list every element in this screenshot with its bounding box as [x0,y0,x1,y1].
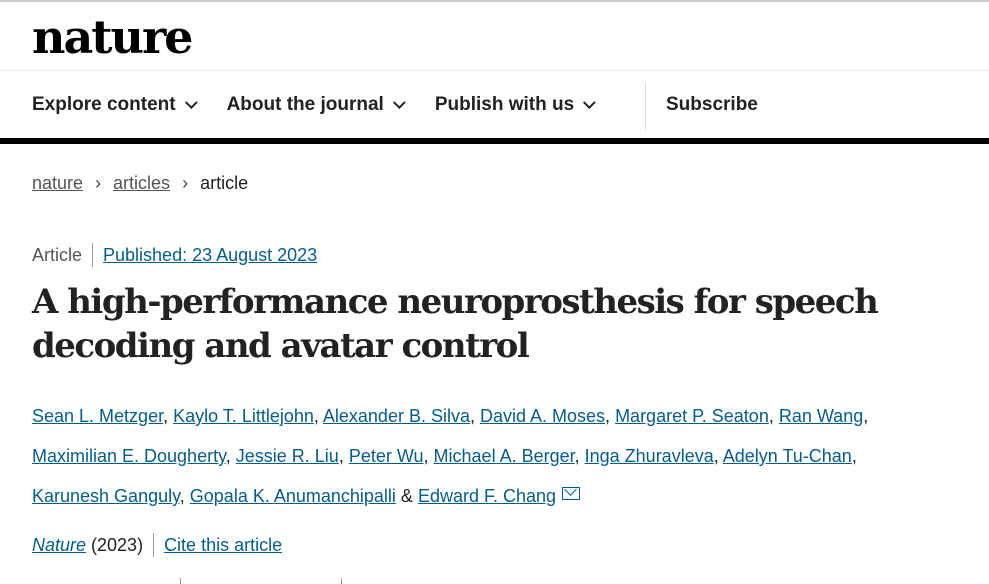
nav-explore-content[interactable]: Explore content [32,94,198,116]
author-list: Sean L. Metzger, Kaylo T. Littlejohn, Al… [32,406,869,506]
published-date[interactable]: Published: 23 August 2023 [103,244,318,265]
breadcrumb-current: article [200,173,249,193]
nav-publish[interactable]: Publish with us [434,94,596,116]
author-link[interactable]: Sean L. Metzger [32,406,164,426]
journal-link[interactable]: Nature [32,534,87,555]
author-link[interactable]: Karunesh Ganguly [32,486,180,506]
chevron-right-icon: › [95,173,102,193]
page-title: A high-performance neuroprosthesis for s… [32,282,879,366]
article-type: Article [32,244,83,265]
email-icon[interactable] [562,487,581,500]
author-link[interactable]: Jessie R. Liu [235,446,339,466]
author-link[interactable]: Alexander B. Silva [322,406,470,426]
subscribe-link[interactable]: Subscribe [666,94,758,115]
author-link[interactable]: David A. Moses [479,406,606,426]
author-link[interactable]: Adelyn Tu-Chan [722,446,852,466]
nav-label: Publish with us [434,94,575,115]
breadcrumb: nature › articles › article [32,173,248,194]
divider [645,82,646,130]
chevron-right-icon: › [182,173,189,193]
breadcrumb-articles[interactable]: articles [113,173,171,193]
article-meta: Article Published: 23 August 2023 [32,243,317,267]
nav-about-journal[interactable]: About the journal [226,94,406,116]
author-link[interactable]: Inga Zhuravleva [584,446,714,466]
author-link[interactable]: Michael A. Berger [433,446,575,466]
author-link[interactable]: Edward F. Chang [417,486,557,506]
chevron-down-icon [392,95,406,109]
breadcrumb-nature[interactable]: nature [32,173,84,193]
nature-logo[interactable]: nature [32,10,193,64]
citation: Nature (2023) Cite this article [32,533,282,557]
nav-label: Explore content [32,94,176,115]
author-link[interactable]: Ran Wang [778,406,864,426]
chevron-down-icon [184,95,198,109]
chevron-down-icon [583,95,596,109]
divider [341,578,342,584]
author-link[interactable]: Kaylo T. Littlejohn [173,406,314,426]
nav-label: About the journal [226,94,384,115]
divider [92,243,94,267]
main-nav: Explore content About the journal Publis… [32,94,625,116]
author-link[interactable]: Gopala K. Anumanchipalli [189,486,396,506]
year: (2023) [91,534,144,555]
header-bar [0,138,989,144]
divider [153,533,155,557]
author-link[interactable]: Maximilian E. Dougherty [32,446,226,466]
cite-article-link[interactable]: Cite this article [164,534,283,555]
author-link[interactable]: Peter Wu [348,446,424,466]
author-link[interactable]: Margaret P. Seaton [615,406,769,426]
divider [0,70,989,71]
divider [180,578,181,584]
